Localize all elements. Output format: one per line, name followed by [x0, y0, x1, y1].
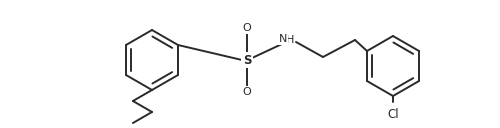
Text: H: H — [286, 35, 294, 45]
Text: S: S — [243, 54, 252, 67]
Text: O: O — [242, 23, 252, 33]
Text: N: N — [279, 34, 287, 44]
Text: O: O — [242, 87, 252, 97]
Text: Cl: Cl — [387, 108, 399, 121]
